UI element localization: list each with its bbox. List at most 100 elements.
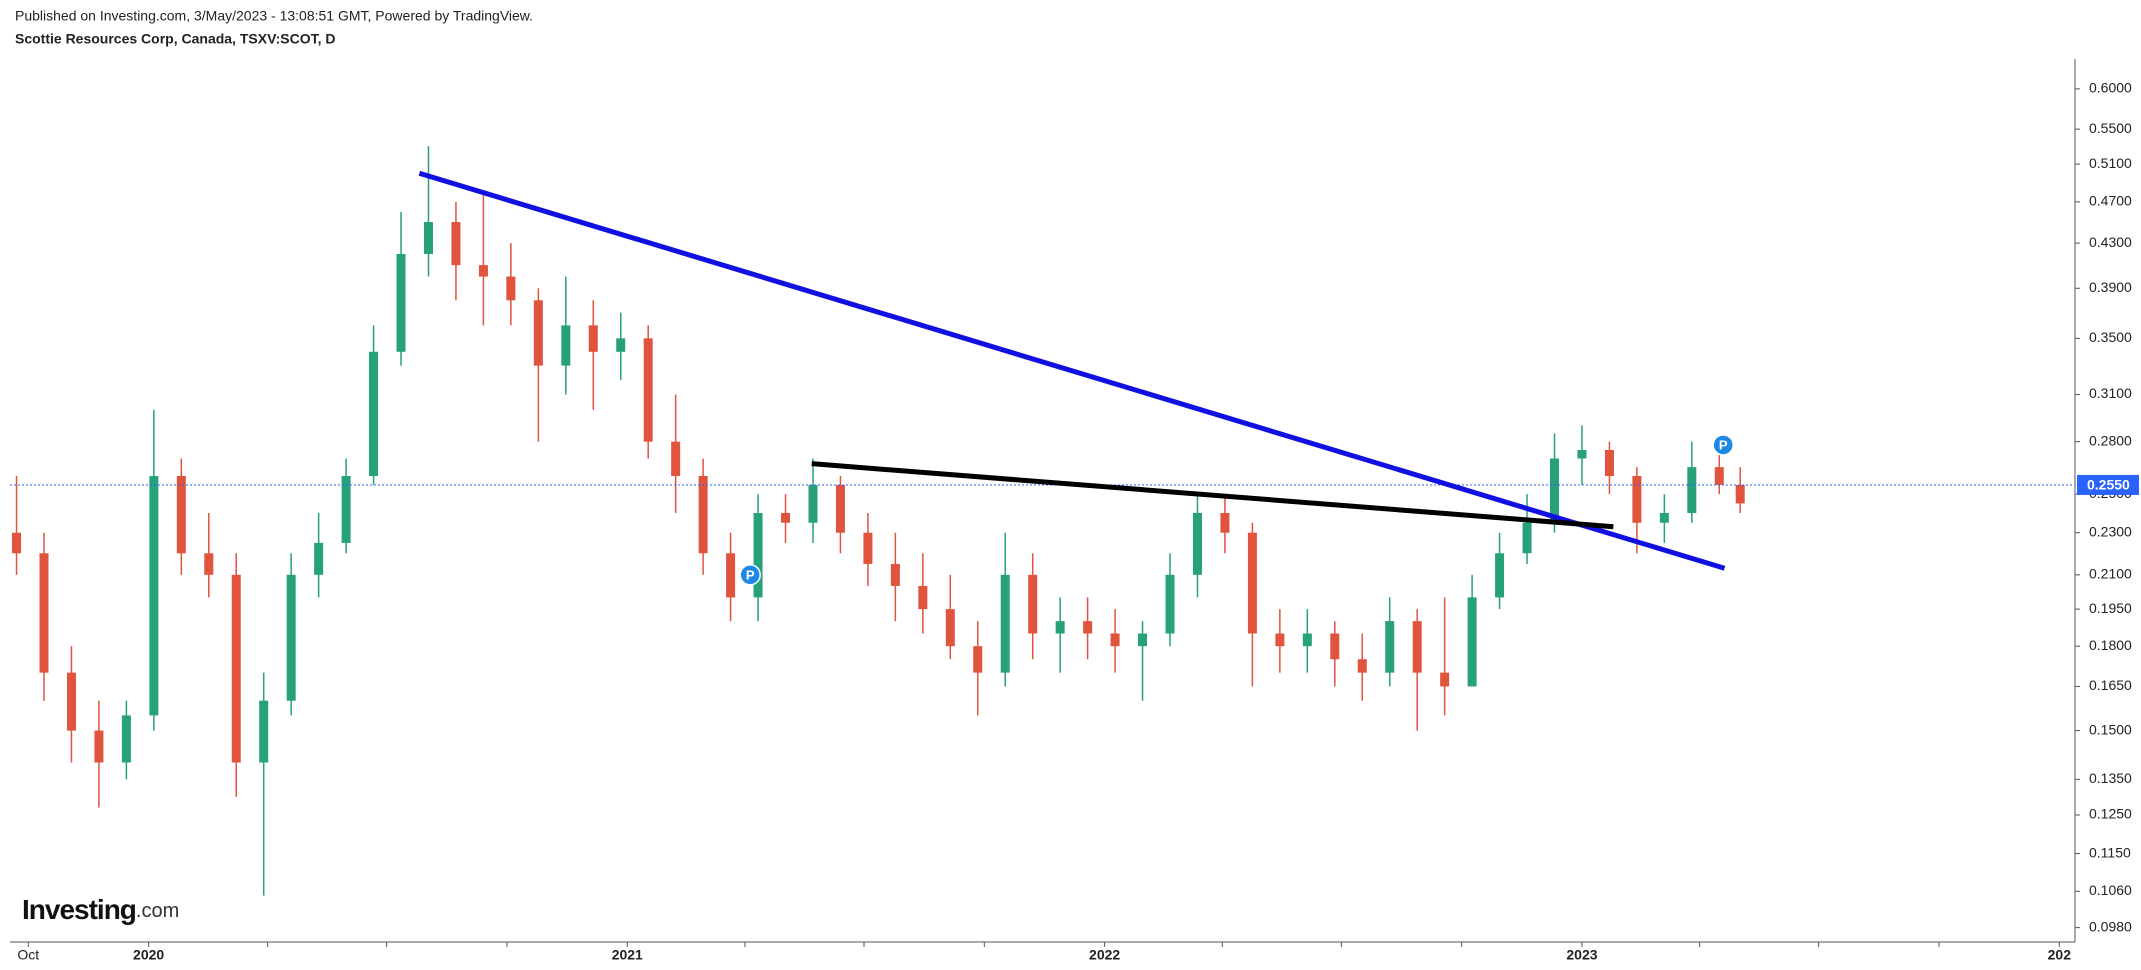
candle-body <box>94 730 104 763</box>
candle-body <box>616 338 626 352</box>
x-tick-label: 2022 <box>1089 947 1120 963</box>
candle-body <box>204 553 214 575</box>
last-price-box <box>2077 474 2139 495</box>
candle-body <box>945 609 955 647</box>
x-tick-label: 2020 <box>133 947 164 963</box>
candle-body <box>1247 532 1257 634</box>
candle-body <box>1357 659 1367 673</box>
candle-body <box>39 553 49 673</box>
candle-body <box>231 574 241 763</box>
candle-body <box>1110 633 1120 647</box>
marker-label: P <box>746 567 755 582</box>
candle-body <box>1440 672 1450 687</box>
candle-body <box>451 222 461 266</box>
candle-body <box>1549 458 1559 523</box>
candle-body <box>973 646 983 673</box>
candle-body <box>561 325 571 366</box>
y-tick-label: 0.1060 <box>2089 882 2132 898</box>
y-tick-label: 0.4700 <box>2089 193 2132 209</box>
candle-body <box>808 484 818 523</box>
x-tick-label: Oct <box>17 947 39 963</box>
candle-body <box>314 542 324 575</box>
candle-body <box>341 475 351 543</box>
candle-body <box>753 513 763 598</box>
candle-body <box>176 475 186 554</box>
marker <box>1712 434 1734 456</box>
candle-body <box>1275 633 1285 647</box>
candle-body <box>478 265 488 277</box>
candle-body <box>726 553 736 598</box>
logo-name: Investing <box>22 894 136 925</box>
y-tick-label: 0.2300 <box>2089 523 2132 539</box>
candle-body <box>1083 621 1093 634</box>
candle-body <box>1687 467 1697 514</box>
candle-body <box>1659 513 1669 523</box>
candle-body <box>671 441 681 476</box>
y-tick-label: 0.3500 <box>2089 329 2132 345</box>
y-tick-label: 0.1650 <box>2089 677 2132 693</box>
y-tick-label: 0.2100 <box>2089 566 2132 582</box>
chart-title: Scottie Resources Corp, Canada, TSXV:SCO… <box>15 31 336 47</box>
y-tick-label: 0.1950 <box>2089 600 2132 616</box>
y-tick-label: 0.5500 <box>2089 120 2132 136</box>
candle-body <box>643 338 653 442</box>
y-tick-label: 0.4300 <box>2089 234 2132 250</box>
y-tick-label: 0.1250 <box>2089 806 2132 822</box>
candle-body <box>121 715 131 763</box>
candle-body <box>1467 597 1477 687</box>
y-tick-label: 0.1500 <box>2089 721 2132 737</box>
candle-body <box>1000 574 1010 673</box>
candle-body <box>890 563 900 586</box>
candle-body <box>66 672 76 731</box>
y-tick-label: 0.0980 <box>2089 918 2132 934</box>
candle-body <box>533 300 543 366</box>
candle-body <box>781 513 791 523</box>
header: Published on Investing.com, 3/May/2023 -… <box>15 8 533 24</box>
candle-body <box>423 222 433 254</box>
candle-body <box>1522 522 1532 554</box>
candle-body <box>149 475 159 716</box>
trend-line <box>811 461 1614 530</box>
candle-body <box>1714 467 1724 485</box>
candle-body <box>1330 633 1340 660</box>
y-tick-label: 0.2800 <box>2089 432 2132 448</box>
trend-line <box>418 170 1726 571</box>
x-tick-label: 2021 <box>612 947 643 963</box>
candle-body <box>1138 633 1148 647</box>
y-tick-label: 0.3900 <box>2089 279 2132 295</box>
candle-body <box>1192 513 1202 575</box>
candle-body <box>506 276 516 301</box>
candle-body <box>698 475 708 554</box>
candle-body <box>1604 449 1614 476</box>
candle-body <box>588 325 598 352</box>
marker <box>739 564 761 586</box>
logo-suffix: .com <box>136 900 179 922</box>
candle-body <box>1577 449 1587 459</box>
candle-body <box>1028 574 1038 634</box>
marker-label: P <box>1719 437 1728 452</box>
candle-body <box>835 484 845 533</box>
y-tick-label: 0.3100 <box>2089 385 2132 401</box>
y-tick-label: 0.5100 <box>2089 155 2132 171</box>
last-price-label: 0.2550 <box>2087 477 2130 493</box>
candle-body <box>369 351 379 476</box>
logo: Investing.com <box>22 894 179 925</box>
candle-body <box>1165 574 1175 634</box>
y-tick-label: 0.1350 <box>2089 770 2132 786</box>
candle-body <box>1055 621 1065 634</box>
y-tick-label: 0.6000 <box>2089 80 2132 96</box>
y-tick-label: 0.1800 <box>2089 637 2132 653</box>
candle-body <box>863 532 873 564</box>
candle-body <box>286 574 296 701</box>
candle-body <box>1302 633 1312 647</box>
candle-body <box>1385 621 1395 673</box>
candle-body <box>12 532 22 554</box>
candle-body <box>259 700 269 763</box>
candle-body <box>918 585 928 610</box>
candle-body <box>1735 484 1745 504</box>
candle-body <box>1495 553 1505 598</box>
candle-body <box>1632 475 1642 523</box>
x-tick-label: 202 <box>2048 947 2072 963</box>
candle-body <box>1220 513 1230 533</box>
